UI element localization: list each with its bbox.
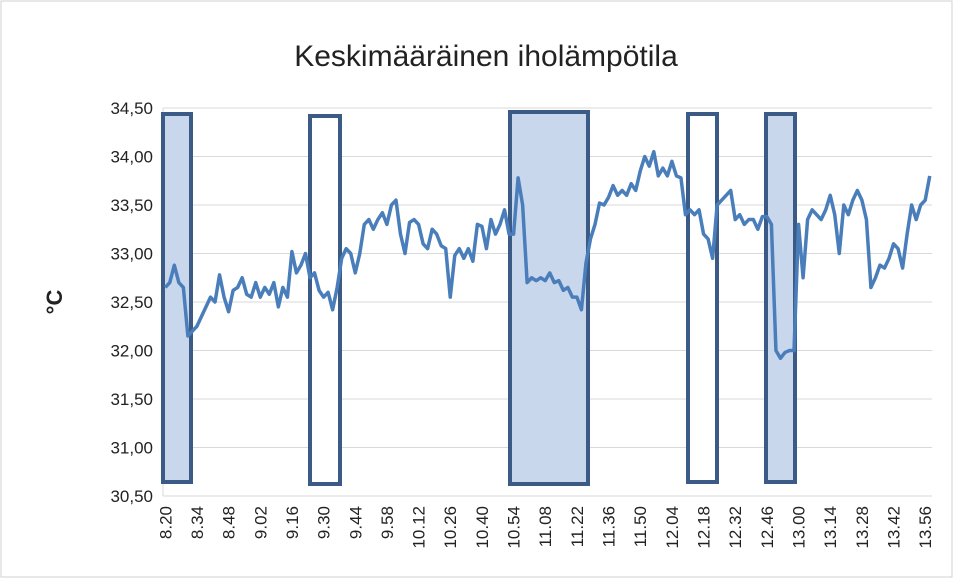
x-tick-label: 11.36: [600, 506, 619, 547]
x-tick-label: 13.56: [916, 506, 935, 549]
x-tick-label: 11.50: [631, 506, 650, 547]
x-tick-label: 10.54: [505, 506, 524, 549]
x-tick-label: 10.26: [441, 506, 460, 549]
x-tick-label: 9.30: [315, 506, 334, 539]
x-tick-label: 12.32: [726, 506, 745, 549]
x-tick-label: 12.04: [663, 506, 682, 549]
x-tick-label: 10.40: [473, 506, 492, 549]
y-tick-label: 31,00: [110, 439, 153, 458]
x-tick-label: 10.12: [410, 506, 429, 549]
x-tick-label: 11.22: [568, 506, 587, 547]
highlight-box: [686, 112, 719, 484]
x-tick-label: 9.58: [378, 506, 397, 539]
y-tick-label: 34,00: [110, 148, 153, 167]
x-tick-label: 11.08: [536, 506, 555, 547]
x-tick-label: 13.28: [853, 506, 872, 549]
y-tick-label: 33,00: [110, 245, 153, 264]
y-tick-label: 32,00: [110, 342, 153, 361]
y-tick-label: 30,50: [110, 487, 153, 506]
highlight-box: [161, 112, 193, 484]
x-tick-label: 12.18: [695, 506, 714, 549]
y-tick-label: 33,50: [110, 196, 153, 215]
x-tick-label: 12.46: [758, 506, 777, 549]
x-tick-label: 13.42: [885, 506, 904, 549]
y-tick-label: 32,50: [110, 293, 153, 312]
x-tick-label: 9.16: [283, 506, 302, 539]
y-tick-label: 31,50: [110, 390, 153, 409]
x-tick-label: 13.14: [821, 506, 840, 549]
y-tick-label: 34,50: [110, 99, 153, 118]
x-tick-label: 9.44: [346, 506, 365, 539]
x-tick-label: 8.20: [156, 506, 175, 539]
highlight-box: [764, 112, 797, 484]
y-axis-label: °C: [42, 290, 67, 315]
data-line: [163, 149, 932, 361]
chart-title: Keskimääräinen iholämpötila: [294, 40, 678, 73]
x-tick-label: 13.00: [790, 506, 809, 549]
x-tick-label: 8.34: [188, 506, 207, 539]
highlight-boxes: [161, 110, 797, 486]
x-tick-label: 9.02: [251, 506, 270, 539]
x-tick-label: 8.48: [220, 506, 239, 539]
